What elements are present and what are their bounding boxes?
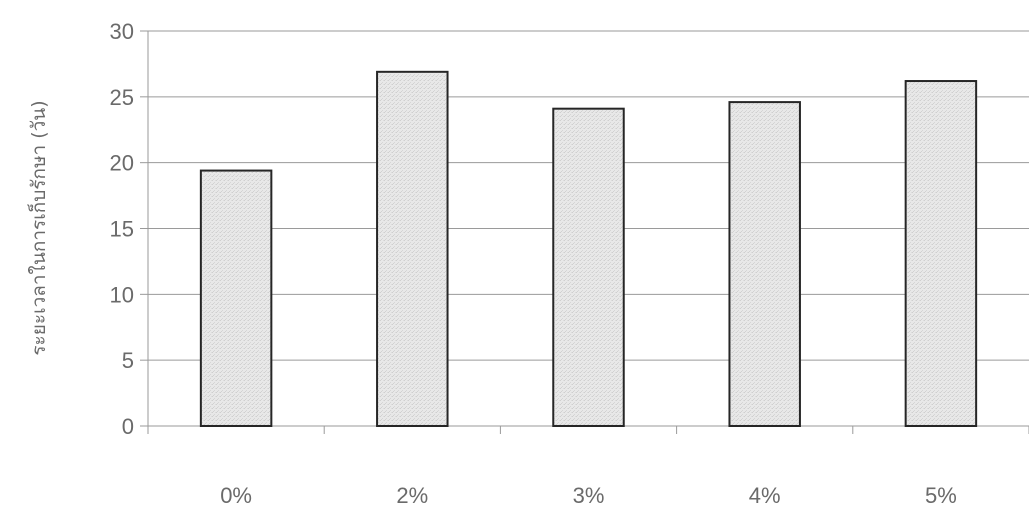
bar-0% [199,169,273,427]
x-tick-label-2%: 2% [396,483,428,508]
y-tick-label-10: 10 [110,282,134,307]
bars [199,70,978,428]
y-tick-label-5: 5 [122,348,134,373]
y-tick-label-15: 15 [110,217,134,242]
y-axis-label: ระยะเวลาในการเก็บรักษา (วัน) [26,100,50,355]
y-tick-labels: 0 5 10 15 20 25 30 [110,19,134,439]
x-tick-labels: 0% 2% 3% 4% 5% [220,483,957,508]
x-tick-label-3%: 3% [573,483,605,508]
x-tick-label-4%: 4% [749,483,781,508]
y-tick-label-25: 25 [110,85,134,110]
y-tick-label-30: 30 [110,19,134,44]
bar-2% [376,70,449,427]
bar-5% [904,80,978,428]
y-tick-label-0: 0 [122,414,134,439]
y-tick-label-20: 20 [110,151,134,176]
x-tick-label-5%: 5% [925,483,957,508]
bar-4% [728,101,801,427]
bar-3% [552,107,625,428]
x-tick-label-0%: 0% [220,483,252,508]
